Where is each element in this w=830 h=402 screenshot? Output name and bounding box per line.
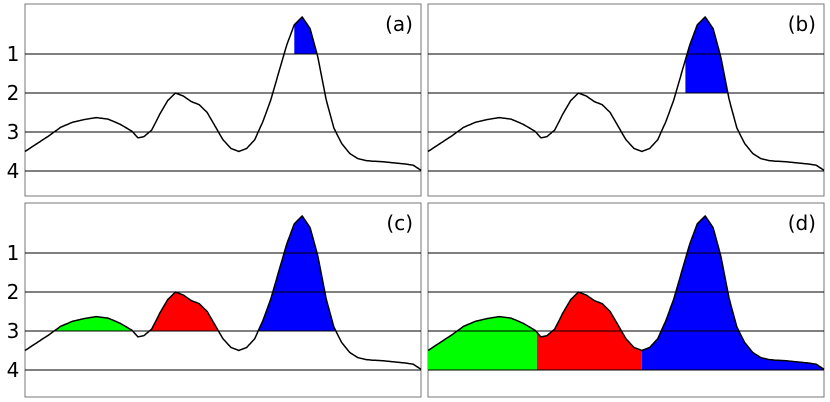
basin-fill-1 bbox=[428, 316, 537, 370]
profile-curve bbox=[24, 215, 422, 370]
basin-fill-3 bbox=[238, 216, 421, 331]
panel-c: (c) bbox=[24, 202, 422, 398]
panel-a: (a) bbox=[24, 3, 422, 197]
profile-curve bbox=[427, 215, 825, 370]
y-tick-label: 3 bbox=[7, 319, 20, 343]
panel-d: (d) bbox=[427, 202, 825, 398]
y-tick-label: 4 bbox=[7, 358, 20, 382]
y-tick-label: 1 bbox=[7, 42, 20, 66]
panel-label: (d) bbox=[788, 211, 816, 235]
panel-frame bbox=[24, 202, 422, 398]
panel-frame bbox=[427, 3, 825, 197]
y-tick-label: 2 bbox=[7, 81, 20, 105]
y-tick-label: 2 bbox=[7, 280, 20, 304]
panel-b: (b) bbox=[427, 3, 825, 197]
panel-label: (c) bbox=[386, 211, 413, 235]
basin-fill-2 bbox=[137, 292, 239, 331]
basin-fill-1 bbox=[48, 316, 138, 331]
basin-fill-3 bbox=[641, 216, 824, 370]
basin-fill-1 bbox=[294, 17, 330, 55]
basin-fill-1 bbox=[685, 16, 745, 93]
y-tick-label: 3 bbox=[7, 120, 20, 144]
profile-curve bbox=[427, 16, 825, 171]
profile-curve bbox=[24, 16, 422, 171]
panel-label: (b) bbox=[788, 12, 816, 36]
y-tick-label: 1 bbox=[7, 241, 20, 265]
y-tick-label: 4 bbox=[7, 159, 20, 183]
panel-label: (a) bbox=[385, 12, 413, 36]
panel-frame bbox=[24, 3, 422, 197]
